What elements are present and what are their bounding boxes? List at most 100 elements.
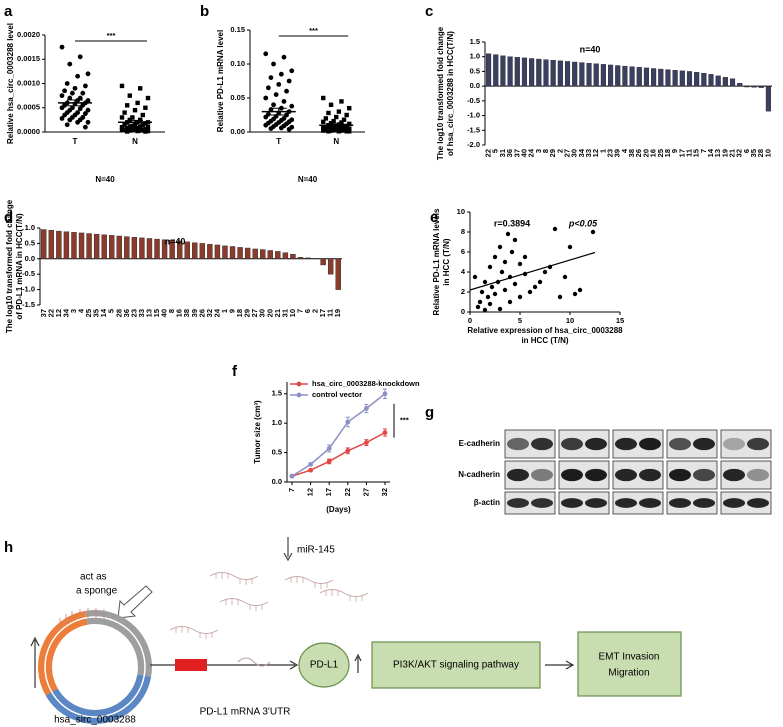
- hollow-arrow: [117, 585, 153, 619]
- y-tick-label: -0.5: [467, 96, 480, 105]
- sponge-label: act as: [80, 572, 107, 583]
- point: [85, 71, 91, 77]
- x-tick-label: T: [276, 137, 281, 146]
- y-tick-label: 0.0: [25, 254, 35, 263]
- bar: [536, 58, 542, 87]
- bar: [139, 237, 145, 260]
- point: [347, 106, 352, 111]
- y-tick-label: 0.0010: [17, 78, 40, 87]
- bar: [327, 258, 334, 275]
- bar: [335, 258, 341, 290]
- point: [502, 287, 508, 293]
- bar: [207, 244, 213, 260]
- point: [59, 44, 65, 50]
- point: [83, 83, 88, 89]
- legend-label: hsa_circ_0003288-knockdown: [312, 379, 420, 388]
- bar: [686, 71, 693, 87]
- blot-band: [531, 498, 553, 508]
- point: [122, 122, 127, 127]
- bar: [275, 251, 281, 260]
- series-line: [291, 431, 386, 477]
- annotation: r=0.3894: [494, 218, 530, 228]
- y-tick-label: -0.5: [22, 269, 35, 278]
- point: [477, 299, 483, 305]
- mirna: [209, 571, 259, 586]
- point: [339, 99, 344, 104]
- point: [127, 93, 132, 98]
- bar: [260, 249, 266, 259]
- point: [127, 124, 132, 130]
- point: [336, 129, 342, 134]
- bar: [729, 78, 736, 87]
- y-axis-label: Relative PD-L1 mRNA levels: [432, 208, 441, 315]
- x-tick-label: 7: [295, 309, 304, 313]
- point: [67, 61, 73, 67]
- x-axis-label: (Days): [326, 505, 351, 514]
- y-tick-label: 10: [457, 207, 465, 216]
- x-tick-label: 27: [562, 149, 571, 157]
- bar: [737, 82, 743, 87]
- blot-band: [639, 437, 661, 451]
- x-tick-label: 5: [518, 316, 522, 325]
- bar: [78, 232, 85, 259]
- bar: [146, 238, 153, 259]
- point: [482, 279, 488, 285]
- x-tick-label: 29: [243, 309, 252, 317]
- y-tick-label: 0.0020: [17, 30, 40, 39]
- x-tick-label: 3: [534, 149, 543, 153]
- point: [331, 125, 336, 130]
- bar: [71, 232, 77, 259]
- bar: [86, 233, 92, 260]
- bar: [694, 72, 700, 87]
- panel-label: h: [4, 539, 13, 556]
- blot-panel: [666, 491, 718, 515]
- bar: [124, 236, 130, 259]
- node: [298, 642, 350, 688]
- point: [125, 103, 130, 108]
- bar: [267, 250, 273, 259]
- x-axis-label: in HCC (T/N): [521, 336, 568, 345]
- point: [284, 88, 289, 94]
- point: [119, 124, 125, 130]
- point: [135, 125, 140, 131]
- point: [517, 261, 523, 267]
- x-tick-label: 28: [114, 309, 123, 317]
- y-axis-label: Relative hsa_circ_0003288 level: [6, 23, 15, 144]
- y-tick-label: 0.5: [470, 66, 480, 75]
- point: [281, 54, 287, 60]
- point: [562, 274, 568, 280]
- x-tick-label: 19: [333, 309, 342, 317]
- y-tick-label: -1.0: [467, 111, 480, 120]
- point: [487, 301, 493, 307]
- y-tick-label: -2.0: [467, 140, 480, 149]
- x-axis-label: N=40: [95, 175, 115, 184]
- point: [339, 128, 344, 133]
- x-tick-label: 16: [649, 149, 658, 157]
- blot-row-label: β-actin: [474, 498, 500, 507]
- point: [382, 391, 388, 397]
- blot-band: [531, 468, 553, 482]
- point: [286, 78, 292, 84]
- point: [59, 93, 65, 99]
- point: [334, 114, 339, 120]
- bar: [521, 57, 528, 87]
- point: [507, 299, 513, 305]
- x-tick-label: 18: [235, 309, 244, 317]
- point: [485, 294, 491, 300]
- point: [119, 83, 125, 89]
- panel-label: c: [425, 3, 433, 20]
- point: [119, 115, 125, 120]
- y-tick-label: 0.5: [272, 448, 282, 457]
- bar: [658, 68, 664, 87]
- point: [341, 127, 347, 133]
- x-tick-label: 23: [129, 309, 138, 317]
- bar: [199, 243, 206, 259]
- point: [505, 231, 511, 237]
- point: [143, 126, 148, 132]
- point: [143, 121, 148, 126]
- point: [268, 75, 274, 80]
- blot-band: [723, 498, 745, 508]
- x-tick-label: 32: [735, 149, 744, 157]
- point: [502, 259, 508, 265]
